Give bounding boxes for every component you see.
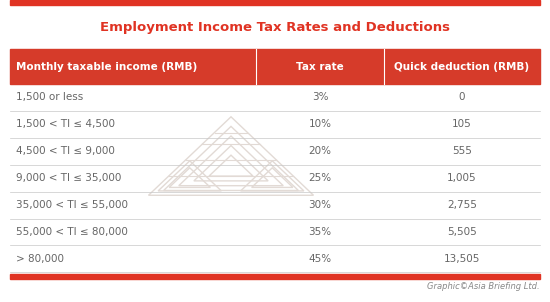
Text: 0: 0 <box>459 92 465 102</box>
Text: Employment Income Tax Rates and Deductions: Employment Income Tax Rates and Deductio… <box>100 21 450 34</box>
Text: 35,000 < TI ≤ 55,000: 35,000 < TI ≤ 55,000 <box>16 200 129 210</box>
Text: 2,755: 2,755 <box>447 200 477 210</box>
Text: 555: 555 <box>452 146 472 156</box>
Text: 1,500 or less: 1,500 or less <box>16 92 84 102</box>
Text: Quick deduction (RMB): Quick deduction (RMB) <box>394 62 530 72</box>
Text: 20%: 20% <box>309 146 332 156</box>
Bar <box>10 274 540 279</box>
Bar <box>10 49 540 84</box>
Text: 4,500 < TI ≤ 9,000: 4,500 < TI ≤ 9,000 <box>16 146 116 156</box>
Text: 35%: 35% <box>309 227 332 237</box>
Text: 5,505: 5,505 <box>447 227 477 237</box>
Text: 13,505: 13,505 <box>444 254 480 264</box>
Text: 10%: 10% <box>309 119 332 129</box>
Text: 1,005: 1,005 <box>447 173 477 183</box>
Text: Monthly taxable income (RMB): Monthly taxable income (RMB) <box>16 62 198 72</box>
Text: 3%: 3% <box>312 92 328 102</box>
Text: 9,000 < TI ≤ 35,000: 9,000 < TI ≤ 35,000 <box>16 173 122 183</box>
Text: 25%: 25% <box>309 173 332 183</box>
Text: Tax rate: Tax rate <box>296 62 344 72</box>
Text: Graphic©Asia Briefing Ltd.: Graphic©Asia Briefing Ltd. <box>427 282 540 291</box>
Text: 105: 105 <box>452 119 472 129</box>
Text: 30%: 30% <box>309 200 332 210</box>
Text: 45%: 45% <box>309 254 332 264</box>
Text: 55,000 < TI ≤ 80,000: 55,000 < TI ≤ 80,000 <box>16 227 128 237</box>
Text: 1,500 < TI ≤ 4,500: 1,500 < TI ≤ 4,500 <box>16 119 116 129</box>
Text: > 80,000: > 80,000 <box>16 254 64 264</box>
Bar <box>10 0 540 5</box>
